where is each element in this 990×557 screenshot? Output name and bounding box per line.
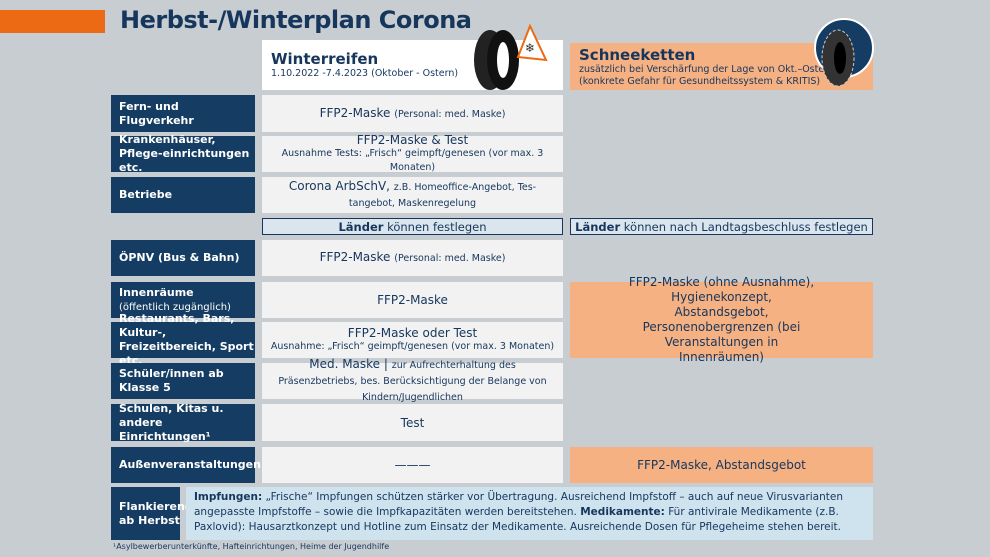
row-text: ——— <box>394 458 431 472</box>
flank-b1: Impfungen: <box>194 491 263 503</box>
row-label: Krankenhäuser, Pflege-einrichtungen etc. <box>111 133 255 174</box>
row-text: FFP2-Maske <box>319 250 391 264</box>
winter-title: Winterreifen <box>271 50 379 68</box>
row-measure: Med. Maske | zur Aufrechterhaltung des P… <box>262 357 563 403</box>
svg-text:❄: ❄ <box>525 41 535 55</box>
winter-tire-icon: ❄ <box>474 23 548 90</box>
row-label: Außenveranstaltungen <box>111 447 261 483</box>
flank-t2: Für antivirale Medikamente (z.B. Paxlovi… <box>194 506 841 533</box>
row-label: Fern- und Flugverkehr <box>111 95 255 132</box>
row-text: FFP2-Maske oder Test <box>347 326 478 340</box>
row-label: Innenräume (öffentlich zugänglich) <box>111 282 255 318</box>
snow-title: Schneeketten <box>579 45 696 64</box>
snow-line2: (konkrete Gefahr für Gesundheitssystem &… <box>579 75 821 87</box>
row-text: Restaurants, Bars, Kultur-, Freizeitbere… <box>119 312 254 367</box>
row-label: ÖPNV (Bus & Bahn) <box>111 240 255 276</box>
laender-right-bar: Länder können nach Landtagsbeschluss fes… <box>570 218 873 235</box>
row-text: FFP2-Maske <box>319 105 391 120</box>
row-measure: ——— <box>262 447 563 483</box>
row-measure: FFP2-Maske oder Test Ausnahme: „Frisch“ g… <box>262 322 563 358</box>
row-text: Schulen, Kitas u. andere Einrichtungen¹ <box>119 401 224 443</box>
row-text: Schüler/innen ab Klasse 5 <box>119 367 224 394</box>
laender-bold: Länder <box>575 219 621 234</box>
row-measure: Corona ArbSchV, z.B. Homeoffice-Angebot,… <box>262 177 563 213</box>
row-text: Test <box>400 415 425 430</box>
winter-subtitle: 1.10.2022 -7.4.2023 (Oktober - Ostern) <box>271 68 459 79</box>
row-measure: FFP2-Maske (Personal: med. Maske) <box>262 95 563 132</box>
laender-bold: Länder <box>338 219 384 234</box>
row-measure: FFP2-Maske <box>262 282 563 318</box>
row-text: Betriebe <box>119 188 173 201</box>
row-text: (Personal: med. Maske) <box>394 253 506 264</box>
laender-text: können nach Landtagsbeschluss festlegen <box>620 219 868 234</box>
flank-t1: „Frische“ Impfungen schützen stärker vor… <box>194 491 843 518</box>
row-text: Ausnahme Tests: „Frisch“ geimpft/genesen… <box>281 148 544 173</box>
row-text: Fern- und Flugverkehr <box>119 99 194 127</box>
row-text: z.B. Homeoffice-Angebot, Tes-tangebot, M… <box>348 182 537 209</box>
row-text: Corona ArbSchV, <box>288 179 390 193</box>
accent-bar <box>0 10 105 33</box>
row-text: Innenräume <box>119 285 194 299</box>
snow-line1: zusätzlich bei Verschärfung der Lage von… <box>579 63 834 75</box>
row-text: zur Aufrechterhaltung des Präsenzbetrieb… <box>278 360 547 403</box>
laender-text: können festlegen <box>383 219 487 234</box>
row-text: FFP2-Maske & Test <box>356 133 469 147</box>
flank-b2: Medikamente: <box>580 506 665 518</box>
row-text: Med. Maske | <box>309 357 388 371</box>
page-title: Herbst-/Winterplan Corona <box>120 6 472 34</box>
snow-chain-tire-icon <box>814 18 874 87</box>
row-text: FFP2-Maske <box>377 293 448 307</box>
row-label: Restaurants, Bars, Kultur-, Freizeitbere… <box>111 312 255 367</box>
row-label: Schulen, Kitas u. andere Einrichtungen¹ <box>111 401 255 443</box>
flank-text: Impfungen: „Frische“ Impfungen schützen … <box>186 487 873 540</box>
laender-left-bar: Länder können festlegen <box>262 218 563 235</box>
row-text: Außenveranstaltungen <box>119 458 261 471</box>
row-text: (öffentlich zugänglich) <box>119 301 231 313</box>
row-measure: FFP2-Maske (Personal: med. Maske) <box>262 240 563 276</box>
row-label: Schüler/innen ab Klasse 5 <box>111 363 255 399</box>
row-text: ÖPNV (Bus & Bahn) <box>119 251 240 264</box>
row-text: (Personal: med. Maske) <box>394 108 506 120</box>
indoor-measures: FFP2-Maske (ohne Ausnahme), Hygienekonze… <box>570 275 873 364</box>
footnote: ¹Asylbewerberunterkünfte, Hafteinrichtun… <box>113 542 390 551</box>
row-measure: Test <box>262 404 563 441</box>
flank-label: Flankierend ab Herbst <box>111 487 193 540</box>
row-label: Betriebe <box>111 177 255 213</box>
row-text: Krankenhäuser, Pflege-einrichtungen etc. <box>119 133 250 174</box>
row-text: Ausnahme: „Frisch“ geimpft/genesen (vor … <box>270 341 555 352</box>
row-measure: FFP2-Maske & Test Ausnahme Tests: „Frisch… <box>262 133 563 173</box>
outdoor-measures: FFP2-Maske, Abstandsgebot <box>570 447 873 483</box>
